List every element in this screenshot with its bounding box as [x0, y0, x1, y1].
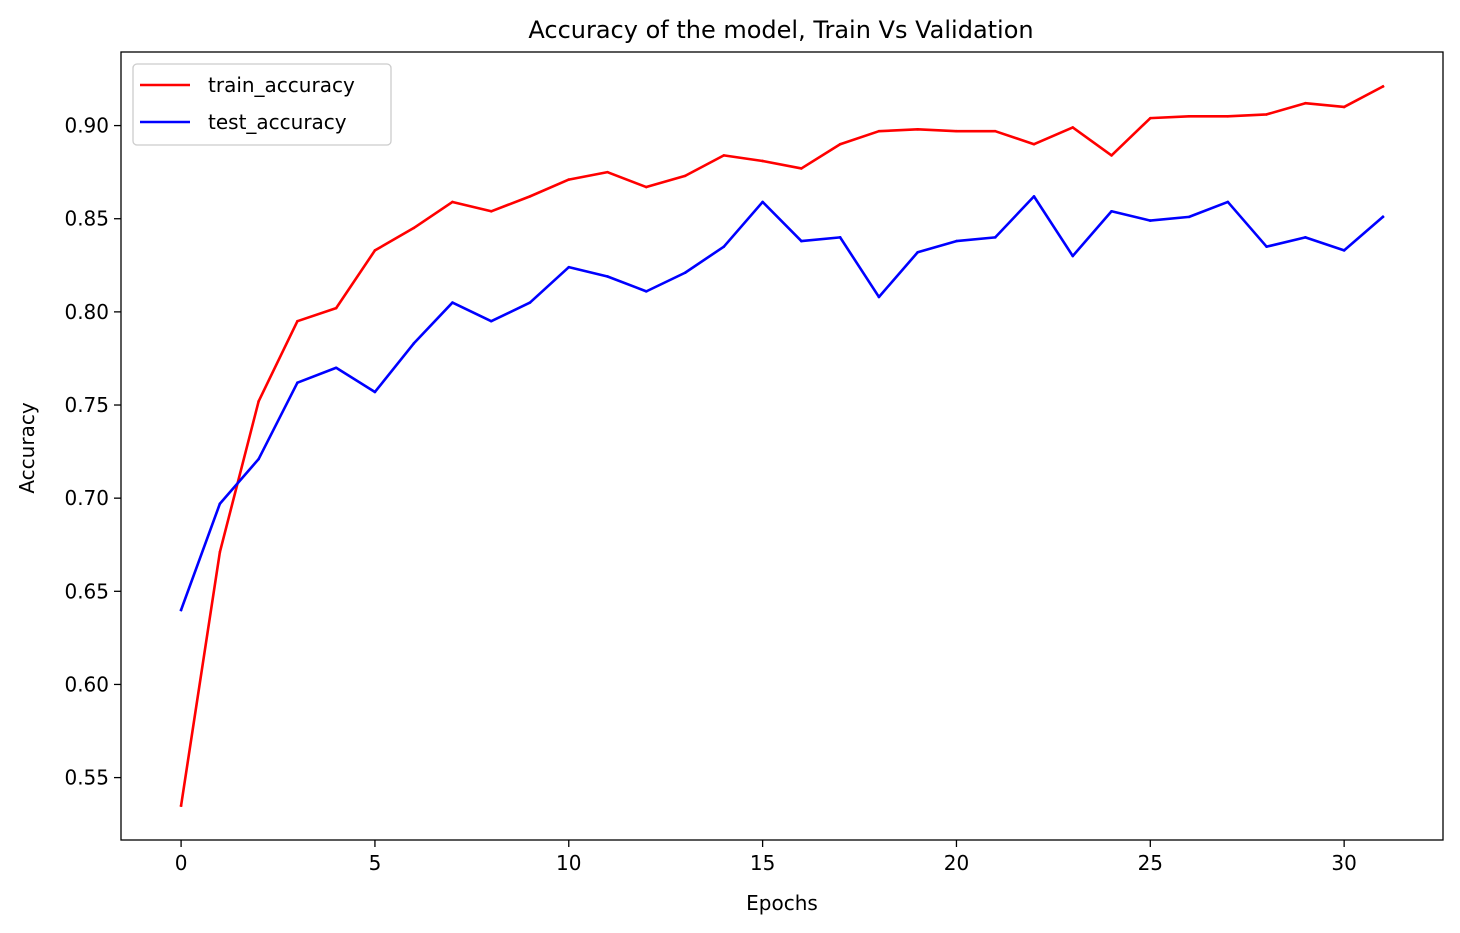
data-point-train-accuracy [1226, 114, 1230, 118]
series-line-test-accuracy [179, 195, 1385, 612]
data-point-train-accuracy [1304, 101, 1307, 105]
data-point-test-accuracy [877, 295, 881, 299]
data-point-test-accuracy [334, 366, 338, 370]
data-point-train-accuracy [567, 178, 571, 181]
data-point-test-accuracy [722, 245, 726, 248]
data-point-test-accuracy [683, 271, 687, 275]
data-point-test-accuracy [296, 381, 299, 384]
data-point-test-accuracy [1381, 215, 1385, 219]
y-tick-label: 0.85 [64, 207, 109, 231]
data-point-test-accuracy [1071, 254, 1075, 258]
data-point-test-accuracy [1032, 195, 1036, 198]
x-tick-label: 20 [944, 851, 969, 875]
data-point-train-accuracy [373, 249, 377, 252]
data-point-train-accuracy [334, 306, 338, 310]
plot-frame [120, 51, 1444, 841]
data-point-train-accuracy [1381, 85, 1385, 88]
data-point-test-accuracy [838, 236, 842, 239]
data-point-train-accuracy [955, 129, 958, 133]
data-point-train-accuracy [838, 142, 842, 146]
data-point-test-accuracy [761, 200, 764, 204]
data-point-test-accuracy [218, 502, 222, 506]
data-point-test-accuracy [179, 608, 183, 612]
data-point-train-accuracy [993, 129, 997, 133]
data-point-train-accuracy [1148, 116, 1152, 120]
y-tick-label: 0.55 [64, 766, 109, 790]
data-point-test-accuracy [489, 319, 493, 323]
legend-label-train: train_accuracy [208, 73, 355, 97]
data-point-test-accuracy [567, 265, 571, 269]
chart-title: Accuracy of the model, Train Vs Validati… [528, 16, 1033, 44]
data-point-train-accuracy [877, 129, 881, 133]
x-tick-label: 0 [175, 851, 188, 875]
data-point-train-accuracy [451, 200, 454, 204]
y-tick-label: 0.90 [64, 114, 109, 138]
series-line-train-accuracy [179, 84, 1385, 808]
data-point-train-accuracy [606, 170, 609, 174]
data-point-test-accuracy [451, 301, 454, 304]
x-tick-label: 5 [369, 851, 382, 875]
y-tick-label: 0.60 [64, 672, 109, 696]
x-tick-label: 15 [750, 851, 775, 875]
data-point-test-accuracy [955, 239, 958, 243]
data-point-train-accuracy [1187, 114, 1191, 118]
y-axis-ticks: 0.55 0.60 0.65 0.70 0.75 0.80 0.85 0.90 [64, 114, 121, 790]
y-tick-label: 0.70 [64, 486, 109, 510]
x-axis-ticks: 0 5 10 15 20 25 30 [175, 840, 1357, 875]
data-point-train-accuracy [1032, 142, 1036, 146]
data-point-test-accuracy [1187, 215, 1191, 219]
data-point-test-accuracy [412, 342, 416, 345]
plot-area [120, 51, 1444, 841]
data-point-test-accuracy [645, 290, 648, 293]
data-point-train-accuracy [412, 226, 416, 230]
data-point-train-accuracy [489, 209, 493, 213]
data-point-test-accuracy [916, 250, 919, 254]
x-tick-label: 25 [1138, 851, 1163, 875]
data-point-train-accuracy [296, 319, 299, 323]
data-point-train-accuracy [1265, 113, 1268, 116]
series-layer [179, 84, 1385, 808]
legend: train_accuracy test_accuracy [132, 63, 392, 146]
data-point-test-accuracy [606, 275, 609, 278]
data-point-train-accuracy [1071, 126, 1075, 129]
x-tick-label: 30 [1331, 851, 1356, 875]
y-axis-label: Accuracy [15, 402, 39, 493]
data-point-test-accuracy [1148, 219, 1152, 222]
data-point-train-accuracy [761, 159, 764, 163]
data-point-test-accuracy [1265, 245, 1268, 248]
data-point-train-accuracy [645, 185, 648, 189]
data-point-train-accuracy [1110, 154, 1113, 157]
data-point-train-accuracy [218, 550, 222, 554]
x-axis-label: Epochs [746, 891, 818, 915]
legend-box [132, 63, 392, 146]
data-point-test-accuracy [373, 390, 377, 394]
legend-label-test: test_accuracy [208, 110, 347, 134]
data-point-test-accuracy [1110, 209, 1113, 213]
data-point-test-accuracy [800, 239, 803, 243]
data-point-train-accuracy [800, 167, 803, 170]
y-tick-label: 0.80 [64, 300, 109, 324]
data-point-test-accuracy [993, 236, 997, 239]
data-point-test-accuracy [257, 457, 260, 461]
data-point-test-accuracy [528, 301, 532, 304]
data-point-train-accuracy [722, 154, 726, 157]
x-tick-label: 10 [556, 851, 581, 875]
data-point-train-accuracy [528, 195, 532, 198]
data-point-train-accuracy [1342, 105, 1346, 109]
y-tick-label: 0.75 [64, 393, 109, 417]
data-point-test-accuracy [1304, 236, 1307, 239]
data-point-train-accuracy [179, 804, 183, 807]
data-point-train-accuracy [916, 128, 919, 131]
data-point-test-accuracy [1226, 200, 1230, 204]
data-point-test-accuracy [1342, 249, 1346, 252]
y-tick-label: 0.65 [64, 579, 109, 603]
data-point-train-accuracy [683, 174, 687, 178]
data-point-train-accuracy [257, 399, 260, 403]
